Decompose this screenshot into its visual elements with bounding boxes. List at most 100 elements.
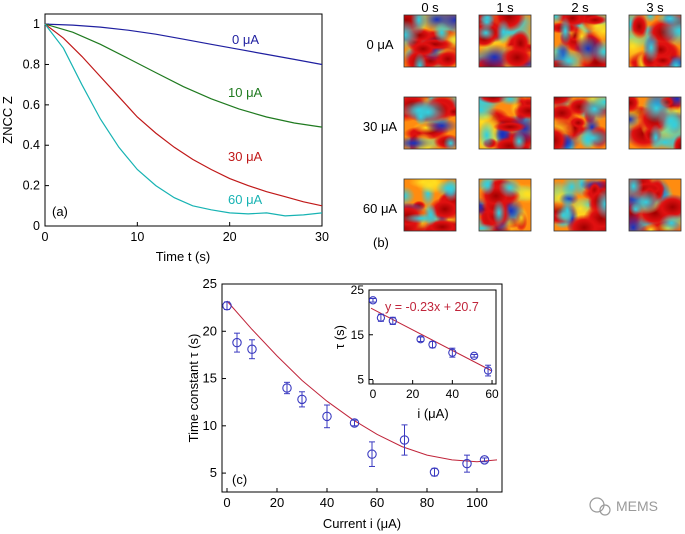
a-ytick-label: 0.2 xyxy=(23,179,40,193)
series-label-60ua: 60 μA xyxy=(228,192,263,207)
panel-c-ylabel: Time constant τ (s) xyxy=(186,334,201,443)
c-point xyxy=(232,332,242,353)
inset-ytick-label: 5 xyxy=(357,373,364,387)
heatmap-cell-r0-c1 xyxy=(478,14,532,68)
c-ytick-label: 10 xyxy=(203,418,217,433)
panel-a-chart: 0 10 20 30 0 0.2 0.4 0.6 0.8 1 0 μA 10 μA 30 μA 6… xyxy=(0,13,329,264)
a-series-line-1 xyxy=(44,23,323,128)
inset-point xyxy=(376,313,386,322)
c-fit-path xyxy=(226,300,498,463)
panel-c-data-points xyxy=(222,300,490,477)
a-xtick-label: 0 xyxy=(42,230,49,244)
c-point xyxy=(247,339,257,360)
inset-point xyxy=(388,316,397,326)
panel-c-plot-frame xyxy=(221,283,503,493)
panel-a-plot-frame xyxy=(44,13,323,227)
c-ytick-label: 15 xyxy=(203,371,217,386)
a-xtick-label: 30 xyxy=(315,230,329,244)
panel-c-xlabel: Current i (μA) xyxy=(323,516,401,531)
a-ytick-label: 0.8 xyxy=(23,57,40,71)
inset-fit-path xyxy=(370,307,493,372)
panel-c-chart: 0 20 40 60 80 100 5 10 15 20 25 (c) Current i (μA)… xyxy=(186,276,503,531)
c-point xyxy=(222,300,232,311)
c-point xyxy=(349,418,360,428)
a-ytick-label: 1 xyxy=(33,17,40,31)
a-series-line-0 xyxy=(44,23,323,66)
heatmap-cell-r0-c2 xyxy=(553,14,607,68)
heatmap-cell-r0-c0 xyxy=(403,14,457,68)
heatmap-cell-r2-c2 xyxy=(553,178,607,232)
watermark: MEMS xyxy=(589,497,658,516)
heatmap-cell-r0-c3 xyxy=(628,14,682,68)
series-label-10ua: 10 μA xyxy=(228,85,263,100)
inset-ytick-label: 15 xyxy=(351,328,365,342)
panel-a-xlabel: Time t (s) xyxy=(156,249,210,264)
watermark-text: MEMS xyxy=(616,498,658,514)
c-xtick-label: 0 xyxy=(223,495,230,510)
c-point xyxy=(399,424,410,456)
heatmap-cell-r1-c3 xyxy=(628,96,682,150)
c-point xyxy=(479,455,490,465)
c-point xyxy=(367,441,377,467)
c-xtick-label: 60 xyxy=(370,495,384,510)
inset-fit-equation: y = -0.23x + 20.7 xyxy=(385,300,479,314)
c-ytick-label: 5 xyxy=(210,465,217,480)
c-xtick-label: 80 xyxy=(420,495,434,510)
inset-fit-line xyxy=(370,307,493,372)
panel-c-fit-curve xyxy=(226,300,498,463)
panel-c-inset: 0 20 40 60 5 15 25 y = -0.23x + 20.7 i (μA) τ … xyxy=(332,283,499,421)
c-point xyxy=(297,391,307,408)
a-xtick-label: 10 xyxy=(130,230,144,244)
a-ytick-label: 0 xyxy=(33,219,40,233)
heatmap-cell-r1-c0 xyxy=(403,96,457,150)
inset-point xyxy=(416,335,425,344)
heatmap-cells xyxy=(403,14,682,232)
a-xtick-label: 20 xyxy=(223,230,237,244)
inset-data-points xyxy=(368,296,493,377)
a-ytick-label: 0.4 xyxy=(23,138,40,152)
heatmap-col-label-2s: 2 s xyxy=(571,0,589,15)
heatmap-row-label-30ua: 30 μA xyxy=(363,119,398,134)
panel-a-tag: (a) xyxy=(52,204,68,219)
panel-b-heatmap-grid: 0 s 1 s 2 s 3 s 0 μA 30 μA 60 μA (b) xyxy=(363,0,682,250)
inset-ytick-label: 25 xyxy=(351,283,365,297)
c-point xyxy=(462,454,472,473)
inset-point xyxy=(448,347,457,358)
heatmap-cell-r2-c1 xyxy=(478,178,532,232)
series-label-30ua: 30 μA xyxy=(228,149,263,164)
inset-ylabel: τ (s) xyxy=(332,325,347,349)
c-point xyxy=(429,467,440,477)
inset-xtick-label: 40 xyxy=(446,387,460,401)
inset-point xyxy=(470,351,479,360)
wechat-icon-small xyxy=(599,504,611,516)
c-xtick-label: 20 xyxy=(270,495,284,510)
panel-a-ylabel: ZNCC Z xyxy=(0,96,15,144)
heatmap-cell-r2-c0 xyxy=(403,178,457,232)
wechat-icon xyxy=(589,497,605,513)
c-ytick-label: 20 xyxy=(203,323,217,338)
c-point xyxy=(322,404,332,429)
panel-a-ticks: 0 10 20 30 0 0.2 0.4 0.6 0.8 1 xyxy=(23,17,329,244)
inset-xlabel: i (μA) xyxy=(417,406,448,421)
inset-plot-frame xyxy=(368,289,497,385)
panel-b-tag: (b) xyxy=(373,235,389,250)
c-xtick-label: 40 xyxy=(320,495,334,510)
inset-point xyxy=(428,340,437,349)
inset-xtick-label: 20 xyxy=(406,387,420,401)
inset-xtick-label: 0 xyxy=(370,387,377,401)
heatmap-col-label-0s: 0 s xyxy=(421,0,439,15)
heatmap-cell-r1-c2 xyxy=(553,96,607,150)
heatmap-row-label-60ua: 60 μA xyxy=(363,201,398,216)
series-label-0ua: 0 μA xyxy=(232,32,259,47)
heatmap-cell-r2-c3 xyxy=(628,178,682,232)
inset-point xyxy=(368,296,378,305)
inset-xtick-label: 60 xyxy=(485,387,499,401)
a-series-line-3 xyxy=(44,23,323,217)
panel-c-tag: (c) xyxy=(232,472,247,487)
heatmap-cell-r1-c1 xyxy=(478,96,532,150)
a-ytick-label: 0.6 xyxy=(23,98,40,112)
a-series-line-2 xyxy=(44,23,323,207)
c-xtick-label: 100 xyxy=(466,495,488,510)
